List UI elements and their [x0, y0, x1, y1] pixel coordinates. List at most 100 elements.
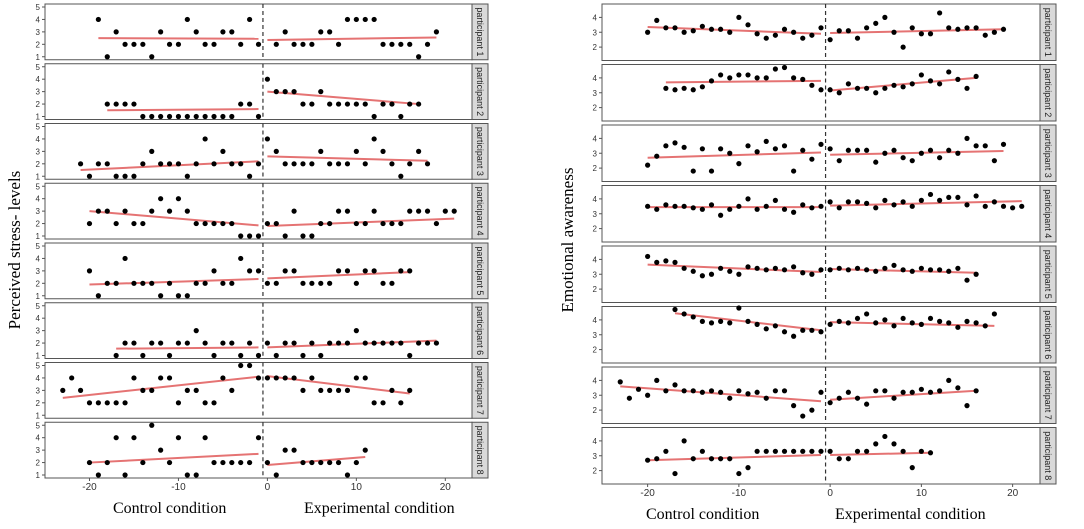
- data-point: [772, 32, 778, 38]
- fit-line-experimental: [830, 150, 1004, 156]
- data-point: [424, 340, 431, 346]
- data-point: [300, 161, 306, 167]
- data-point: [918, 448, 924, 454]
- data-point: [663, 143, 669, 149]
- data-point: [946, 69, 952, 75]
- data-point: [791, 403, 797, 409]
- data-point: [291, 447, 297, 453]
- data-point: [864, 448, 870, 454]
- data-point: [318, 29, 324, 35]
- y-tick-label: 3: [36, 28, 41, 37]
- data-point: [175, 113, 182, 120]
- y-tick-label: 4: [593, 195, 598, 204]
- data-point: [416, 148, 422, 154]
- data-point: [229, 387, 235, 393]
- data-point: [158, 293, 164, 299]
- data-point: [424, 161, 431, 167]
- data-point: [371, 113, 377, 120]
- data-point: [282, 268, 288, 274]
- data-point: [335, 387, 342, 393]
- data-point: [371, 268, 377, 274]
- data-point: [362, 268, 368, 274]
- data-point: [781, 448, 788, 454]
- data-point: [791, 29, 797, 35]
- data-point: [229, 29, 235, 35]
- data-point: [991, 199, 997, 205]
- data-point: [690, 168, 696, 174]
- data-point: [407, 41, 413, 47]
- data-point: [681, 144, 687, 150]
- fit-line-control: [647, 454, 822, 462]
- facet-label: participant 8: [475, 426, 485, 475]
- data-point: [982, 32, 988, 38]
- fit-line-experimental: [267, 339, 437, 349]
- y-tick-label: 2: [36, 279, 41, 288]
- data-point: [184, 340, 190, 346]
- data-point: [309, 280, 315, 286]
- data-point: [335, 340, 342, 346]
- data-point: [772, 146, 778, 152]
- data-point: [818, 25, 824, 31]
- data-point: [1019, 203, 1025, 209]
- data-point: [184, 113, 190, 120]
- data-point: [973, 73, 979, 80]
- data-point: [718, 72, 724, 78]
- data-point: [964, 403, 970, 409]
- panel-awareness-7: 2 3 4 participant 7: [593, 366, 1057, 424]
- data-point: [882, 388, 888, 394]
- data-point: [745, 465, 751, 471]
- data-point: [699, 318, 705, 324]
- data-point: [344, 387, 351, 393]
- data-point: [781, 143, 788, 149]
- data-point: [122, 472, 128, 478]
- data-point: [937, 81, 943, 87]
- data-point: [362, 16, 368, 23]
- y-tick-label: 4: [593, 134, 598, 143]
- data-point: [318, 459, 324, 466]
- panel-awareness-1: 2 3 4 participant 1: [593, 3, 1057, 61]
- data-point: [873, 268, 879, 274]
- data-point: [193, 280, 199, 286]
- data-point: [238, 255, 244, 262]
- data-point: [398, 340, 404, 346]
- y-tick-label: 3: [36, 207, 41, 216]
- panel-frame: [44, 123, 473, 180]
- data-point: [690, 28, 696, 34]
- data-point: [836, 158, 842, 164]
- data-point: [681, 29, 687, 35]
- data-point: [273, 472, 279, 478]
- data-point: [353, 101, 359, 107]
- data-point: [184, 208, 190, 214]
- data-point: [699, 146, 705, 152]
- data-point: [309, 41, 315, 47]
- data-point: [864, 311, 870, 317]
- data-point: [416, 340, 422, 346]
- data-point: [220, 375, 226, 381]
- data-point: [973, 388, 979, 394]
- y-tick-label: 3: [36, 88, 41, 97]
- data-point: [255, 113, 262, 120]
- data-point: [344, 161, 351, 167]
- data-point: [131, 375, 137, 381]
- data-point: [718, 318, 724, 324]
- data-point: [113, 352, 119, 359]
- data-point: [864, 267, 870, 273]
- data-point: [845, 28, 851, 34]
- data-point: [836, 205, 842, 211]
- data-point: [273, 352, 279, 359]
- data-point: [909, 320, 915, 326]
- data-point: [273, 220, 279, 227]
- data-point: [964, 318, 970, 324]
- data-point: [909, 81, 915, 87]
- data-point: [672, 259, 678, 265]
- y-tick-label: 5: [36, 123, 41, 132]
- data-point: [255, 435, 262, 441]
- data-point: [309, 233, 315, 239]
- data-point: [158, 196, 164, 202]
- y-tick-label: 3: [593, 270, 598, 279]
- data-point: [763, 203, 769, 209]
- data-point: [827, 400, 833, 406]
- data-point: [193, 161, 199, 167]
- facet-label: participant 2: [475, 67, 485, 116]
- y-tick-label: 4: [36, 314, 41, 323]
